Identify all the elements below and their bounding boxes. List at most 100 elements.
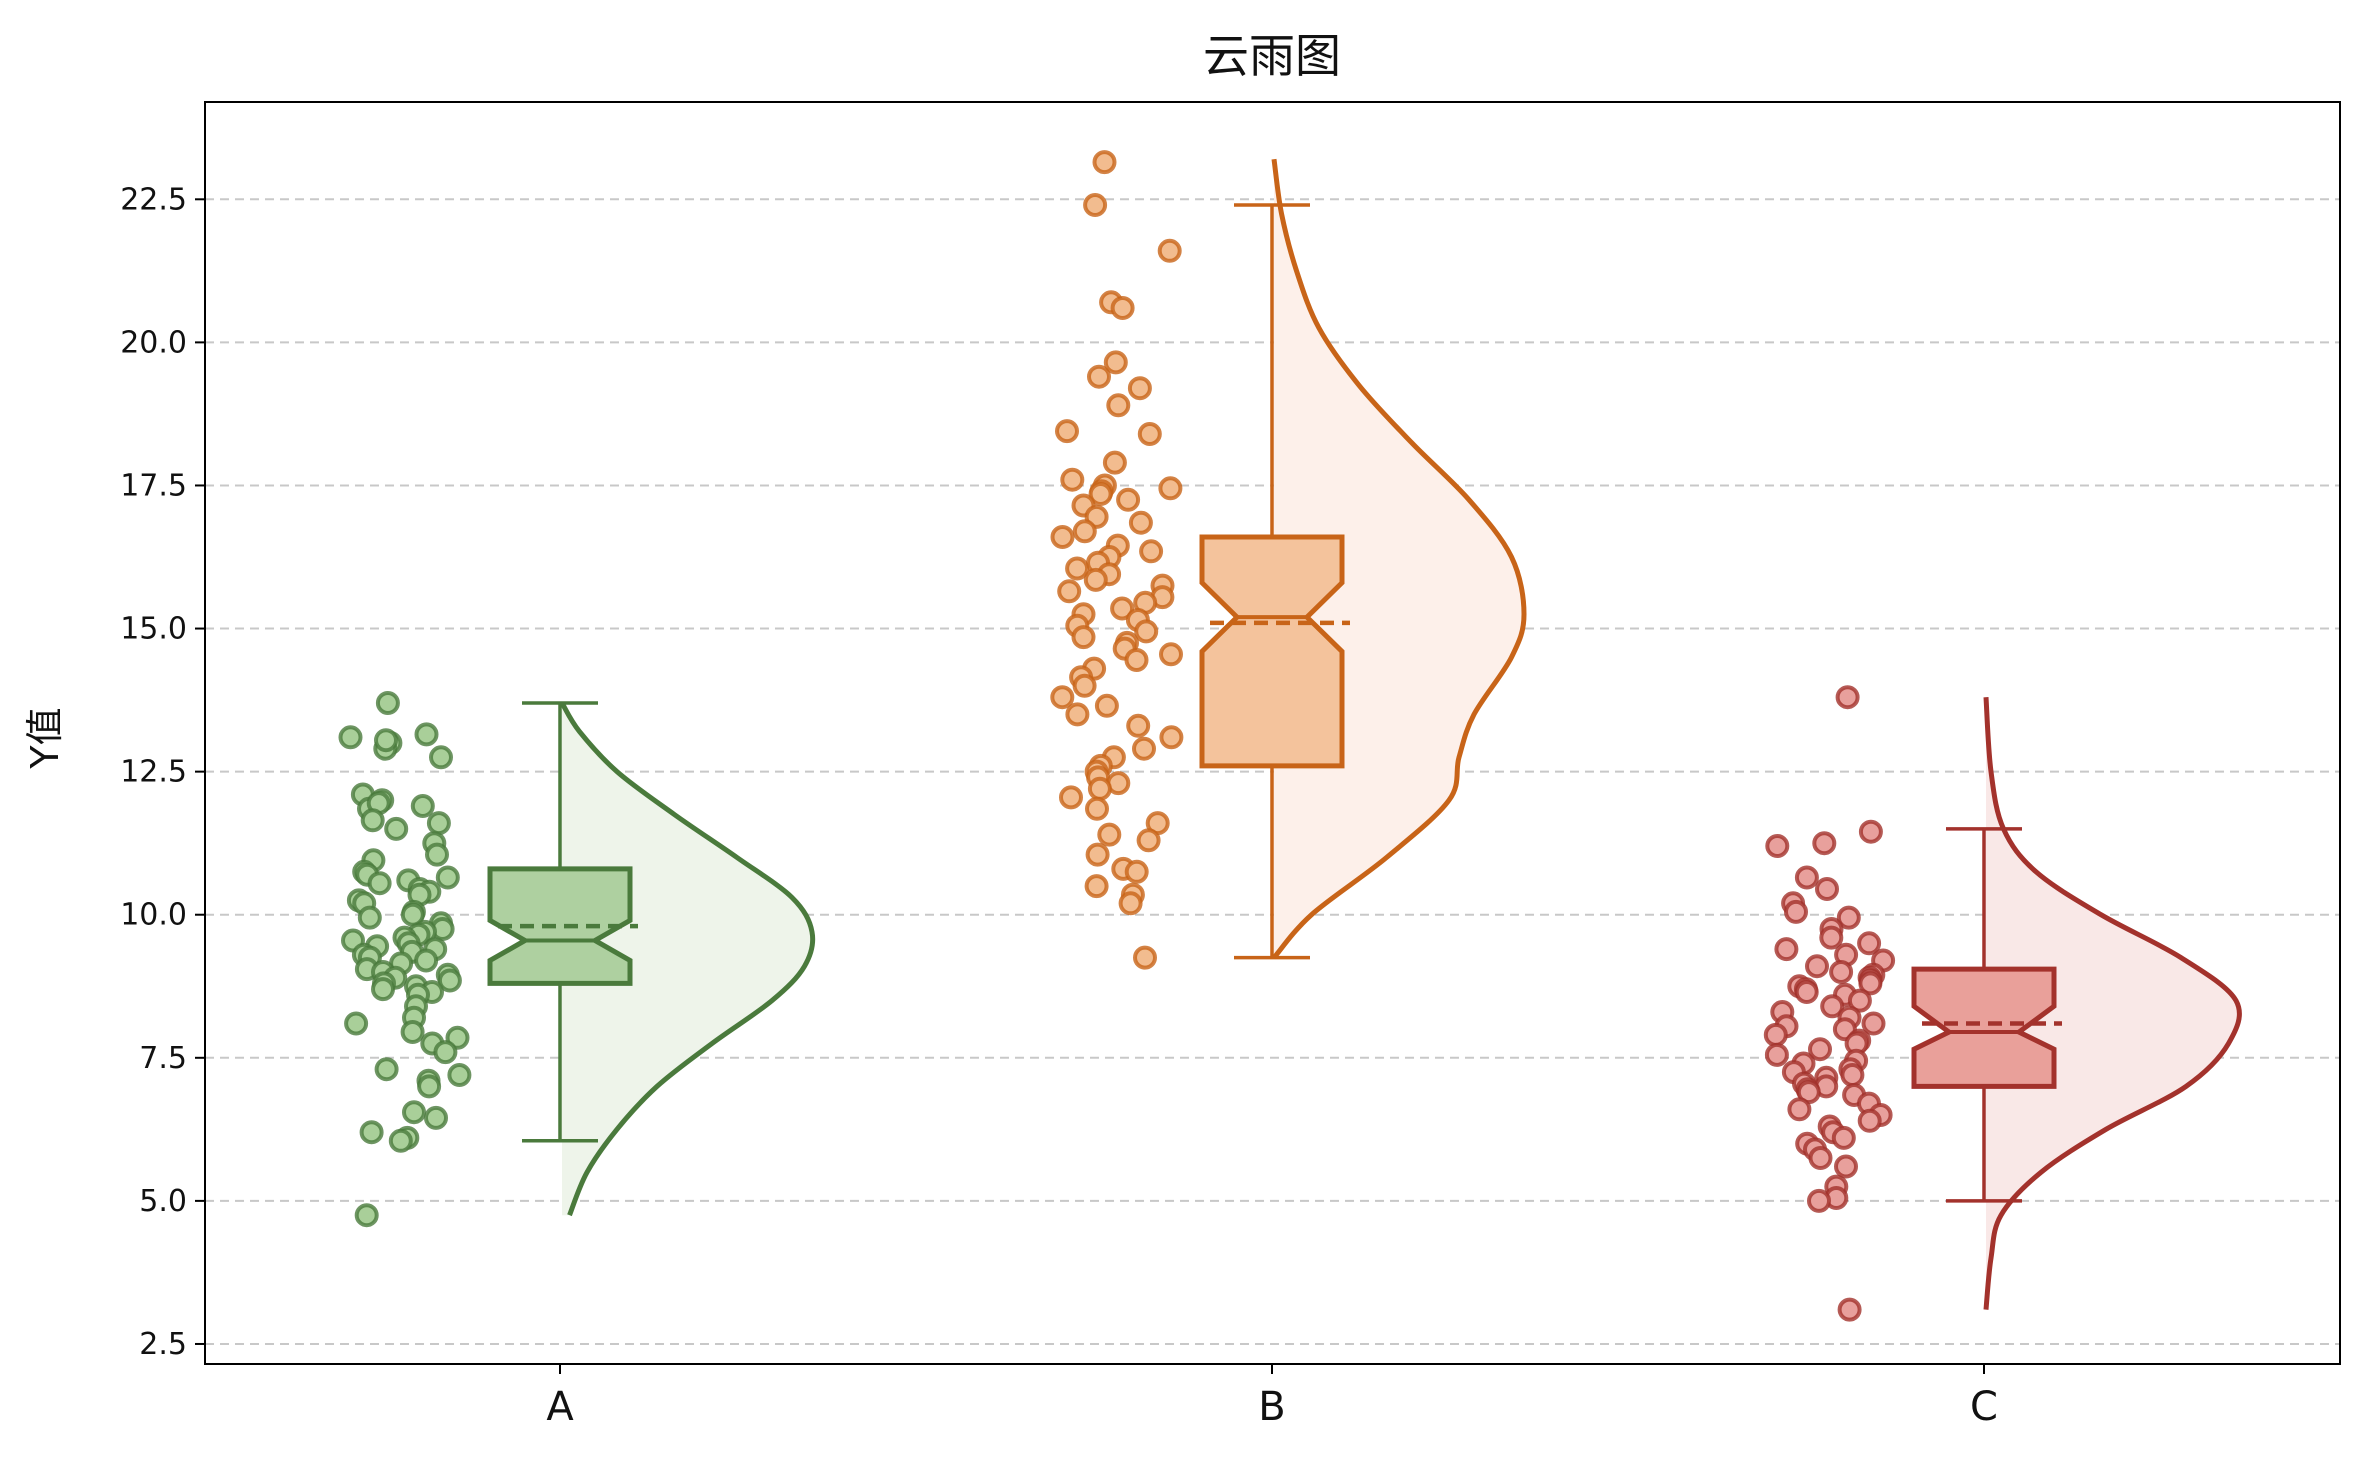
rain-point bbox=[1055, 419, 1079, 444]
rain-point bbox=[1132, 736, 1156, 761]
x-tick-label: A bbox=[546, 1384, 574, 1430]
rain-point bbox=[1794, 980, 1819, 1004]
rain-point bbox=[359, 1120, 384, 1145]
x-tick-label: B bbox=[1258, 1384, 1285, 1430]
rain-point bbox=[1831, 1125, 1856, 1150]
y-tick-label: 17.5 bbox=[120, 468, 187, 503]
rain-point bbox=[1836, 905, 1861, 930]
rain-point bbox=[1065, 702, 1090, 727]
box-plots bbox=[487, 203, 2062, 1203]
rain-points bbox=[338, 150, 1896, 1322]
y-tick-label: 20.0 bbox=[120, 325, 187, 360]
rain-point bbox=[1092, 150, 1117, 175]
rain-point bbox=[1857, 1108, 1882, 1133]
y-tick-label: 12.5 bbox=[120, 755, 187, 790]
rain-point bbox=[1157, 238, 1182, 263]
rain-point bbox=[429, 745, 453, 770]
rain-point bbox=[1085, 842, 1110, 867]
rain-point bbox=[1083, 193, 1108, 217]
rain-point bbox=[1083, 567, 1108, 592]
rain-point bbox=[1103, 350, 1128, 375]
rain-point bbox=[1110, 596, 1135, 621]
rain-point bbox=[1829, 960, 1854, 984]
rain-point bbox=[1808, 1037, 1832, 1062]
rain-point bbox=[1808, 1146, 1833, 1170]
rain-point bbox=[1097, 822, 1122, 847]
density-clouds bbox=[559, 158, 2242, 1310]
rain-point bbox=[1094, 693, 1119, 718]
y-tick-label: 5.0 bbox=[139, 1184, 187, 1219]
rain-point bbox=[1835, 685, 1860, 710]
rain-point bbox=[424, 1105, 448, 1130]
rain-point bbox=[1087, 364, 1111, 389]
rain-point bbox=[344, 1011, 369, 1036]
rain-point bbox=[1102, 450, 1127, 475]
rain-point bbox=[1087, 776, 1112, 801]
rain-point bbox=[1840, 1063, 1865, 1087]
rain-point bbox=[1050, 685, 1075, 710]
rain-point bbox=[1819, 925, 1844, 950]
y-tick-label: 15.0 bbox=[120, 612, 187, 647]
rain-point bbox=[1858, 971, 1883, 996]
rain-point bbox=[1124, 648, 1149, 672]
rain-point bbox=[402, 1100, 426, 1125]
rain-point bbox=[1106, 393, 1131, 418]
rain-point bbox=[354, 1203, 379, 1228]
rain-point bbox=[1807, 1188, 1831, 1213]
rain-point bbox=[1065, 556, 1090, 581]
rain-point bbox=[1847, 988, 1872, 1013]
rain-point bbox=[435, 865, 460, 890]
rain-point bbox=[437, 968, 462, 993]
rain-point bbox=[1139, 539, 1164, 564]
y-tick-label: 7.5 bbox=[139, 1041, 187, 1076]
x-axis-ticks: A B C bbox=[546, 1364, 1998, 1430]
rain-point bbox=[1812, 831, 1837, 856]
rain-point bbox=[400, 1020, 425, 1044]
rain-point bbox=[447, 1063, 472, 1087]
rain-point bbox=[1858, 819, 1883, 844]
rain-point bbox=[1834, 1154, 1858, 1179]
rain-point bbox=[1784, 899, 1808, 924]
rain-point bbox=[426, 811, 451, 836]
rain-point bbox=[1137, 422, 1162, 446]
rain-point bbox=[417, 1074, 442, 1099]
rain-point bbox=[1084, 874, 1109, 899]
rain-point bbox=[1126, 713, 1151, 738]
rain-point bbox=[1088, 482, 1113, 506]
y-axis-label: Y值 bbox=[23, 707, 67, 769]
rain-point bbox=[367, 871, 392, 896]
rain-point bbox=[1060, 467, 1085, 492]
density-cloud-fill bbox=[562, 703, 813, 1216]
rain-point bbox=[1118, 891, 1143, 916]
rain-point bbox=[374, 728, 398, 753]
rain-point bbox=[357, 905, 382, 930]
y-tick-label: 22.5 bbox=[120, 182, 187, 217]
notched-box bbox=[1911, 966, 2057, 1089]
rain-point bbox=[1072, 519, 1097, 544]
rain-point bbox=[414, 722, 439, 747]
rain-point bbox=[1134, 619, 1159, 644]
rain-point bbox=[1085, 796, 1109, 821]
rain-point bbox=[384, 816, 409, 841]
rain-point bbox=[433, 1040, 458, 1065]
chart-title: 云雨图 bbox=[1203, 29, 1341, 83]
rain-point bbox=[338, 725, 363, 750]
rain-point bbox=[425, 842, 449, 867]
y-tick-label: 2.5 bbox=[139, 1327, 187, 1362]
rain-point bbox=[1158, 476, 1183, 501]
rain-point bbox=[1837, 1297, 1862, 1322]
rain-point bbox=[1857, 931, 1882, 956]
rain-point bbox=[410, 794, 435, 818]
rain-point bbox=[1765, 834, 1790, 858]
rain-point bbox=[1136, 828, 1161, 853]
rain-point bbox=[1071, 625, 1096, 650]
rain-point bbox=[1820, 994, 1845, 1019]
y-axis-ticks: 2.5 5.0 7.5 10.0 12.5 15.0 17.5 20.0 22.5 bbox=[120, 182, 205, 1362]
rain-point bbox=[374, 1057, 399, 1082]
rain-point bbox=[1764, 1042, 1789, 1067]
density-cloud-outline bbox=[1983, 697, 2242, 1310]
rain-point bbox=[1774, 937, 1799, 962]
rain-point bbox=[1861, 1011, 1886, 1036]
rain-point bbox=[1110, 296, 1135, 320]
